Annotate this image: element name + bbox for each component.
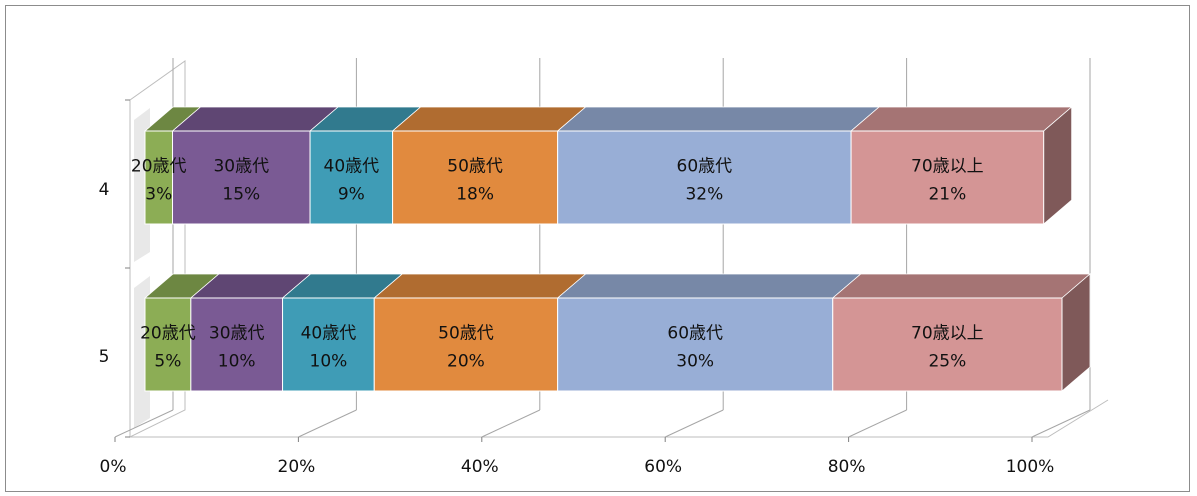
chart-frame — [5, 5, 1190, 492]
segment-series-label: 60歳代 — [667, 324, 723, 344]
segment-series-label: 20歳代 — [140, 324, 196, 344]
segment-value-label: 25% — [928, 352, 966, 372]
x-tick-label: 20% — [278, 457, 316, 477]
segment-series-label: 70歳以上 — [911, 324, 984, 344]
segment-series-label: 50歳代 — [447, 157, 503, 177]
bar-segment — [190, 297, 284, 392]
bar-top-face — [171, 106, 340, 132]
floor-gridline — [481, 409, 541, 438]
bar-top-face — [850, 106, 1073, 132]
bar-segment — [309, 130, 394, 225]
bar-segment — [832, 297, 1063, 392]
data-labels: 20歳代 3% 30歳代 15% 40歳代 9% 50歳代 18% 60歳代 32% 70歳以上 21… — [131, 157, 984, 372]
segment-value-label: 20% — [447, 352, 485, 372]
bar-segment — [557, 130, 852, 225]
segment-series-label: 30歳代 — [213, 157, 269, 177]
segment-value-label: 18% — [456, 185, 494, 205]
floor-gridline — [848, 409, 907, 438]
segment-value-label: 10% — [310, 352, 348, 372]
bar-segment — [144, 297, 192, 392]
segment-value-label: 21% — [928, 185, 966, 205]
floor-gridline — [298, 409, 357, 438]
bar-segment — [557, 297, 834, 392]
floor-edge — [130, 399, 1109, 438]
bar-segment — [392, 130, 559, 225]
segment-series-label: 20歳代 — [131, 157, 187, 177]
segment-series-label: 70歳以上 — [911, 157, 984, 177]
segment-value-label: 30% — [676, 352, 714, 372]
segment-series-label: 40歳代 — [324, 157, 380, 177]
floor-gridline — [114, 409, 174, 438]
bar-segment — [850, 130, 1045, 225]
x-tick-label: 60% — [644, 457, 682, 477]
x-tick-label: 100% — [1006, 457, 1055, 477]
bar-segment — [282, 297, 375, 392]
x-tick-label: 80% — [828, 457, 866, 477]
segment-series-label: 60歳代 — [677, 157, 733, 177]
bar-top-face — [391, 106, 587, 132]
segment-series-label: 50歳代 — [438, 324, 494, 344]
bar-top-face — [556, 273, 862, 299]
bar-top-face — [556, 106, 881, 132]
x-tick-label: 40% — [461, 457, 499, 477]
bars — [143, 106, 1092, 392]
axes: 0% 20% 40% 60% 80% 100% 4 5 — [99, 99, 1055, 477]
segment-value-label: 15% — [222, 185, 260, 205]
floor-gridline — [664, 409, 724, 438]
bar-top-face — [831, 273, 1092, 299]
bar-segment — [373, 297, 559, 392]
segment-value-label: 32% — [685, 185, 723, 205]
bar-segment — [144, 130, 174, 225]
bar-segment — [172, 130, 311, 225]
floor-gridline — [1031, 409, 1091, 438]
segment-value-label: 3% — [145, 185, 172, 205]
segment-series-label: 40歳代 — [301, 324, 357, 344]
x-tick-label: 0% — [100, 457, 127, 477]
segment-value-label: 5% — [154, 352, 181, 372]
y-category-label: 5 — [99, 347, 110, 367]
segment-series-label: 30歳代 — [209, 324, 265, 344]
bar-top-face — [373, 273, 587, 299]
segment-value-label: 9% — [338, 185, 365, 205]
segment-value-label: 10% — [218, 352, 256, 372]
y-category-label: 4 — [99, 180, 110, 200]
